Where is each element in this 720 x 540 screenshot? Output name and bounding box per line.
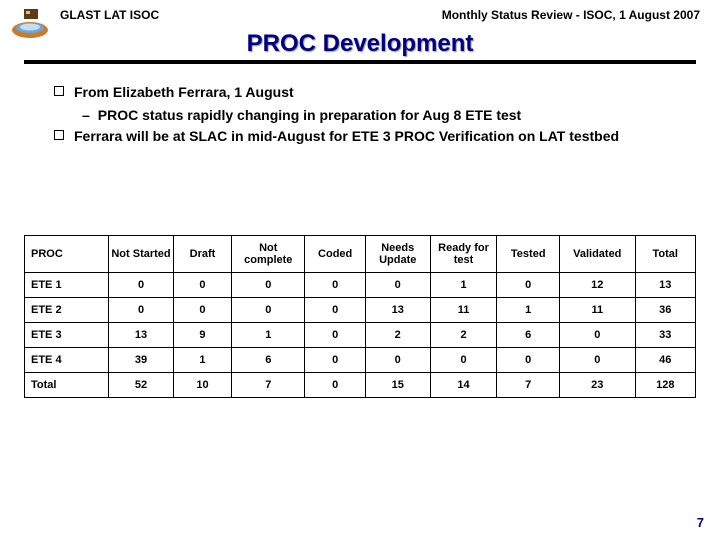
col-tested: Tested [497,236,560,273]
col-not-started: Not Started [109,236,174,273]
bullet-1-sub: – PROC status rapidly changing in prepar… [54,105,680,126]
cell: 33 [635,323,695,348]
cell: 0 [109,298,174,323]
table-body: ETE 1 0 0 0 0 0 1 0 12 13 ETE 2 0 0 0 0 … [25,273,696,398]
cell: 0 [497,348,560,373]
cell: 0 [365,348,430,373]
bullet-1: From Elizabeth Ferrara, 1 August [54,82,680,103]
cell: 0 [497,273,560,298]
cell: 9 [173,323,231,348]
col-ready-for-test: Ready for test [430,236,497,273]
cell: 12 [560,273,636,298]
cell: 13 [109,323,174,348]
cell: 0 [305,273,365,298]
table-row-total: Total 52 10 7 0 15 14 7 23 128 [25,373,696,398]
cell: 0 [305,298,365,323]
proc-status-table: PROC Not Started Draft Not complete Code… [24,235,696,398]
table-row: ETE 2 0 0 0 0 13 11 1 11 36 [25,298,696,323]
cell: 128 [635,373,695,398]
cell: 1 [173,348,231,373]
col-total: Total [635,236,695,273]
cell: 13 [365,298,430,323]
glast-logo [10,8,50,40]
cell: 0 [305,373,365,398]
cell: 2 [430,323,497,348]
cell: ETE 2 [25,298,109,323]
table-row: ETE 1 0 0 0 0 0 1 0 12 13 [25,273,696,298]
cell: 11 [560,298,636,323]
bullet-2: Ferrara will be at SLAC in mid-August fo… [54,126,680,147]
cell: 6 [497,323,560,348]
cell: 36 [635,298,695,323]
cell: 1 [430,273,497,298]
bullet-1-sub-text: PROC status rapidly changing in preparat… [98,105,521,126]
cell: 0 [173,273,231,298]
cell: 14 [430,373,497,398]
col-not-complete: Not complete [232,236,305,273]
cell: 0 [173,298,231,323]
cell: 6 [232,348,305,373]
cell: ETE 3 [25,323,109,348]
cell: 23 [560,373,636,398]
cell: 0 [305,323,365,348]
cell: 2 [365,323,430,348]
cell: 52 [109,373,174,398]
cell: 46 [635,348,695,373]
page-number: 7 [697,515,704,530]
cell: Total [25,373,109,398]
col-coded: Coded [305,236,365,273]
cell: 39 [109,348,174,373]
cell: 1 [232,323,305,348]
bullet-2-text: Ferrara will be at SLAC in mid-August fo… [74,126,619,147]
cell: 11 [430,298,497,323]
bullet-1-text: From Elizabeth Ferrara, 1 August [74,82,294,103]
table-row: ETE 3 13 9 1 0 2 2 6 0 33 [25,323,696,348]
cell: 1 [497,298,560,323]
col-needs-update: Needs Update [365,236,430,273]
cell: 7 [232,373,305,398]
cell: 10 [173,373,231,398]
cell: 15 [365,373,430,398]
title-rule [24,60,696,64]
cell: 0 [560,323,636,348]
cell: 13 [635,273,695,298]
cell: ETE 1 [25,273,109,298]
cell: 7 [497,373,560,398]
header: GLAST LAT ISOC Monthly Status Review - I… [0,0,720,26]
cell: 0 [365,273,430,298]
header-right: Monthly Status Review - ISOC, 1 August 2… [442,8,700,22]
square-bullet-icon [54,86,64,96]
cell: ETE 4 [25,348,109,373]
dash-bullet-icon: – [82,105,90,126]
page-title: PROC Development [0,30,720,58]
header-left: GLAST LAT ISOC [60,8,159,22]
col-draft: Draft [173,236,231,273]
cell: 0 [109,273,174,298]
col-proc: PROC [25,236,109,273]
table-row: ETE 4 39 1 6 0 0 0 0 0 46 [25,348,696,373]
cell: 0 [560,348,636,373]
cell: 0 [430,348,497,373]
cell: 0 [232,298,305,323]
table-head: PROC Not Started Draft Not complete Code… [25,236,696,273]
cell: 0 [305,348,365,373]
cell: 0 [232,273,305,298]
col-validated: Validated [560,236,636,273]
table-header-row: PROC Not Started Draft Not complete Code… [25,236,696,273]
bullet-list: From Elizabeth Ferrara, 1 August – PROC … [0,82,720,147]
square-bullet-icon [54,130,64,140]
